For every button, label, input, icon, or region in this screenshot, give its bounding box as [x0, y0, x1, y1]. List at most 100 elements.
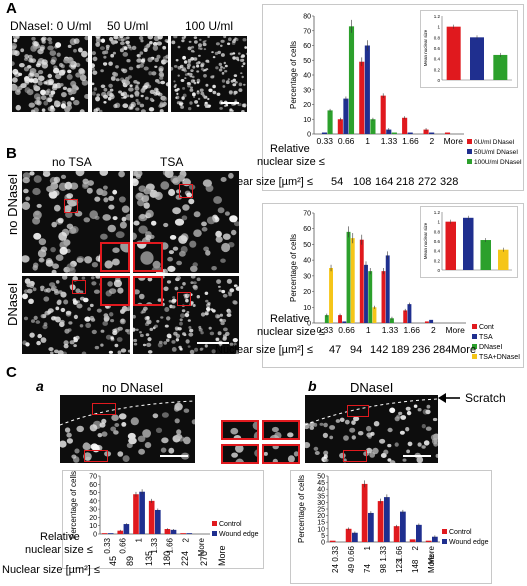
- legend-label: 0U/ml DNaseI: [474, 139, 515, 146]
- inset-y-tick-label: 0: [437, 78, 440, 83]
- nucleus: [144, 96, 149, 100]
- nucleus: [219, 107, 223, 110]
- nucleus: [83, 297, 89, 303]
- nucleus: [193, 36, 198, 39]
- nucleus: [192, 262, 198, 268]
- nucleus: [176, 429, 182, 435]
- nucleus: [33, 84, 38, 89]
- nucleus: [58, 69, 66, 76]
- nucleus: [197, 97, 201, 100]
- nucleus: [241, 75, 244, 79]
- nucleus: [118, 413, 127, 420]
- inset-bar: [445, 221, 456, 270]
- nucleus: [121, 205, 130, 213]
- nucleus: [71, 454, 77, 459]
- nucleus: [51, 85, 58, 91]
- nucleus: [198, 328, 203, 332]
- nucleus: [184, 73, 189, 76]
- nucleus: [161, 437, 169, 444]
- nucleus: [37, 80, 43, 86]
- nucleus: [33, 107, 39, 112]
- y-tick-label: 15: [317, 520, 325, 527]
- nucleus: [119, 196, 126, 203]
- nucleus: [46, 287, 51, 293]
- col-tsa: TSA: [160, 155, 184, 169]
- scale-bar: [160, 455, 188, 457]
- nucleus: [229, 52, 234, 56]
- nucleus: [20, 83, 27, 89]
- nucleus: [189, 101, 193, 105]
- nucleus: [166, 280, 172, 284]
- bar: [403, 310, 408, 323]
- nucleus: [219, 343, 223, 347]
- nucleus: [81, 79, 88, 86]
- nucleus: [159, 109, 164, 112]
- nucleus: [147, 36, 154, 40]
- micrograph-c-no-dnase: [60, 395, 195, 463]
- nucleus: [102, 321, 108, 326]
- nucleus: [170, 175, 180, 184]
- bar: [359, 61, 365, 134]
- nucleus: [34, 72, 40, 78]
- nucleus: [425, 409, 431, 415]
- nucleus: [103, 185, 108, 190]
- bar: [343, 98, 349, 134]
- legend-label: Control: [219, 521, 242, 528]
- nucleus: [323, 450, 329, 456]
- nucleus: [114, 343, 119, 348]
- panel-label-a: A: [6, 0, 17, 17]
- nucleus: [163, 341, 168, 345]
- nucleus: [166, 333, 172, 339]
- nucleus: [56, 300, 62, 306]
- size-value-label: 74: [363, 564, 372, 573]
- nucleus: [389, 407, 396, 414]
- nucleus: [118, 90, 123, 94]
- zoom-inset-c-3: [221, 444, 259, 464]
- nucleus: [36, 203, 42, 208]
- bar: [338, 315, 342, 323]
- nucleus: [133, 342, 138, 346]
- nucleus: [171, 66, 174, 71]
- bar: [416, 524, 422, 542]
- nucleus: [185, 298, 189, 303]
- bar: [372, 307, 377, 323]
- nucleus: [179, 102, 183, 106]
- nucleus: [233, 342, 237, 346]
- nucleus: [171, 340, 176, 344]
- x-tick-label: 0.66: [347, 545, 356, 561]
- nucleus: [156, 54, 161, 59]
- y-axis-label: Percentage of cells: [289, 41, 298, 109]
- nucleus: [146, 302, 153, 304]
- nucleus: [104, 50, 109, 55]
- nucleus: [162, 45, 167, 50]
- scale-bar: [403, 455, 431, 457]
- nucleus: [157, 342, 163, 348]
- nucleus: [51, 221, 57, 228]
- nucleus: [222, 66, 226, 70]
- y-axis-label: Percentage of cells: [289, 234, 298, 302]
- nucleus: [186, 66, 190, 70]
- nucleus: [144, 442, 152, 449]
- y-tick-label: 10: [317, 526, 325, 533]
- y-tick-label: 0: [307, 132, 311, 139]
- nucleus: [60, 291, 67, 298]
- nucleus: [39, 46, 45, 51]
- bar: [386, 129, 392, 134]
- nucleus: [155, 91, 161, 96]
- nucleus: [224, 104, 227, 107]
- y-tick-label: 0: [321, 540, 325, 547]
- nucleus: [103, 197, 109, 203]
- nucleus: [93, 108, 98, 112]
- bar: [380, 95, 386, 134]
- nucleus: [125, 80, 131, 86]
- zoom-inset-c-2: [262, 420, 300, 440]
- nucleus: [40, 285, 45, 290]
- nucleus: [110, 426, 117, 432]
- nucleus: [183, 408, 190, 413]
- legend-swatch: [472, 354, 477, 359]
- nucleus: [147, 350, 153, 354]
- nucleus: [57, 217, 64, 224]
- nucleus: [226, 278, 232, 284]
- bar: [359, 239, 364, 323]
- nucleus: [188, 40, 192, 43]
